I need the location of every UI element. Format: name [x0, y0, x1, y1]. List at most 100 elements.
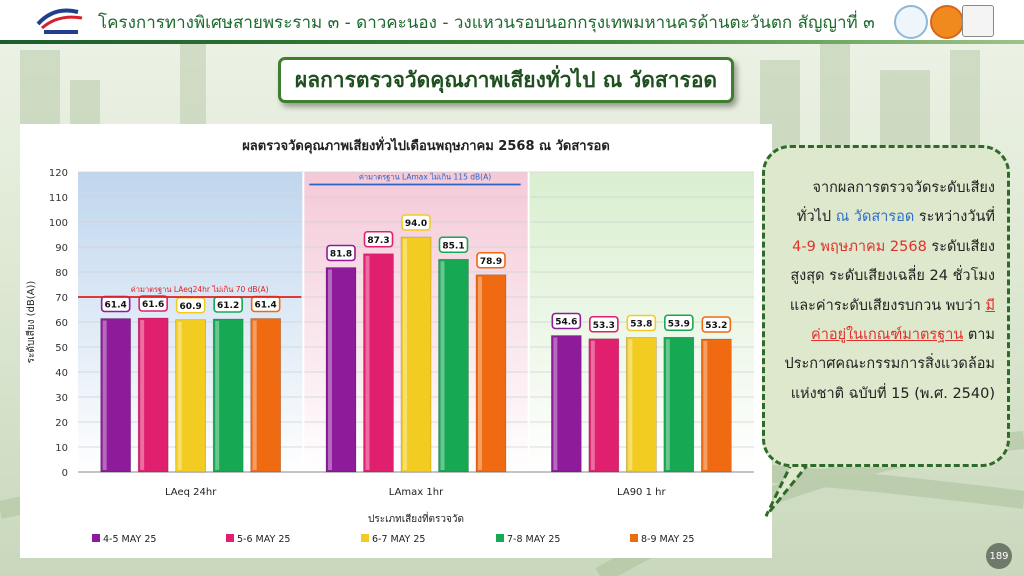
- bar-highlight: [102, 320, 107, 470]
- project-title: โครงการทางพิเศษสายพระราม ๓ - ดาวคะนอง - …: [98, 13, 875, 33]
- legend-swatch: [226, 534, 234, 542]
- callout-location: ณ วัดสารอด: [835, 209, 915, 226]
- callout-text-2: ระหว่างวันที่: [914, 209, 995, 226]
- bar-2-1: [588, 338, 620, 473]
- data-label: 94.0: [405, 219, 427, 229]
- page-number: 189: [986, 543, 1012, 569]
- bar-2-0: [551, 335, 582, 473]
- data-label-box: [551, 312, 582, 330]
- bar-highlight: [440, 261, 445, 470]
- bar-highlight: [365, 255, 370, 470]
- bar-highlight: [403, 239, 407, 470]
- y-tick-label: 120: [49, 168, 68, 179]
- bar-highlight: [590, 340, 595, 470]
- data-label-box: [363, 230, 394, 248]
- data-label: 53.3: [593, 321, 615, 331]
- legend-swatch: [361, 534, 369, 542]
- bar-highlight: [478, 276, 482, 470]
- y-tick-label: 10: [55, 443, 68, 454]
- bar-0-2: [175, 319, 206, 473]
- data-label-box: [401, 214, 431, 231]
- data-label-box: [476, 251, 506, 269]
- data-label-box: [664, 314, 694, 332]
- chart-title: ผลตรวจวัดคุณภาพเสียงทั่วไปเดือนพฤษภาคม 2…: [242, 136, 610, 154]
- partner-logo-icon: [930, 5, 964, 39]
- chart-panel: ผลตรวจวัดคุณภาพเสียงทั่วไปเดือนพฤษภาคม 2…: [20, 124, 772, 558]
- callout-text-4: ตามประกาศคณะกรรมการสิ่งแวดล้อมแห่งชาติ ฉ…: [784, 327, 995, 402]
- standard-label: ค่ามาตรฐาน LAeq24hr ไม่เกิน 70 dB(A): [131, 285, 269, 294]
- bar-1-3: [438, 258, 469, 473]
- partner-seal-icon: [894, 5, 928, 39]
- building-emblem-icon: [962, 5, 994, 37]
- bar-highlight: [328, 269, 332, 470]
- bar-0-3: [212, 318, 244, 473]
- x-tick-label: LAeq 24hr: [165, 487, 217, 498]
- data-label: 61.4: [255, 301, 277, 311]
- bar-highlight: [140, 320, 145, 470]
- bar-2-3: [663, 336, 695, 473]
- data-label: 78.9: [480, 257, 502, 267]
- data-label-box: [326, 244, 356, 262]
- legend-label: 5-6 MAY 25: [237, 534, 290, 545]
- callout-date-range: 4-9 พฤษภาคม 2568: [792, 238, 927, 255]
- header-divider: [0, 40, 1024, 44]
- header-bar: โครงการทางพิเศษสายพระราม ๓ - ดาวคะนอง - …: [0, 0, 1024, 40]
- y-tick-label: 50: [55, 343, 68, 354]
- bar-highlight: [553, 337, 558, 470]
- data-label: 61.4: [105, 301, 127, 311]
- data-label: 60.9: [180, 302, 202, 312]
- bar-1-2: [400, 236, 432, 473]
- data-label-box: [626, 314, 657, 332]
- data-label-box: [438, 236, 469, 254]
- bar-0-4: [250, 318, 281, 473]
- data-label: 54.6: [555, 318, 577, 328]
- y-axis-label: ระดับเสียง (dB(A)): [25, 281, 37, 364]
- y-tick-label: 60: [55, 318, 68, 329]
- legend-swatch: [92, 534, 100, 542]
- y-tick-label: 20: [55, 418, 68, 429]
- data-label-box: [701, 316, 732, 333]
- data-label: 53.2: [705, 321, 727, 331]
- bar-highlight: [215, 321, 220, 470]
- bar-1-4: [475, 274, 507, 473]
- legend-label: 8-9 MAY 25: [641, 534, 694, 545]
- data-label: 61.2: [217, 301, 239, 311]
- slide-title: ผลการตรวจวัดคุณภาพเสียงทั่วไป ณ วัดสารอด: [278, 57, 734, 103]
- y-tick-label: 110: [49, 193, 68, 204]
- data-label: 53.8: [630, 320, 652, 330]
- data-label: 81.8: [330, 250, 352, 260]
- summary-callout: จากผลการตรวจวัดระดับเสียงทั่วไป ณ วัดสาร…: [762, 145, 1010, 467]
- callout-verdict: มีค่าอยู่ในเกณฑ์มาตรฐาน: [811, 297, 995, 344]
- legend-label: 7-8 MAY 25: [507, 534, 560, 545]
- noise-level-bar-chart: ผลตรวจวัดคุณภาพเสียงทั่วไปเดือนพฤษภาคม 2…: [25, 136, 754, 545]
- x-tick-label: LAmax 1hr: [389, 487, 444, 498]
- bar-0-0: [100, 318, 131, 473]
- data-label-box: [589, 315, 619, 333]
- bar-highlight: [665, 339, 670, 470]
- bar-2-4: [701, 338, 732, 473]
- data-label: 85.1: [442, 241, 464, 251]
- data-label: 61.6: [142, 300, 164, 310]
- y-tick-label: 0: [62, 468, 68, 479]
- x-tick-label: LA90 1 hr: [617, 487, 666, 498]
- legend-label: 6-7 MAY 25: [372, 534, 425, 545]
- data-label-box: [138, 295, 168, 312]
- exat-logo-icon: [36, 8, 83, 34]
- bar-highlight: [703, 341, 708, 470]
- data-label: 87.3: [367, 236, 389, 246]
- bar-highlight: [252, 320, 257, 470]
- y-tick-label: 30: [55, 393, 68, 404]
- y-tick-label: 100: [49, 218, 68, 229]
- y-tick-label: 90: [55, 243, 68, 254]
- data-label: 53.9: [668, 319, 690, 329]
- y-tick-label: 40: [55, 368, 68, 379]
- callout-text-1: จากผลการตรวจวัดระดับเสียงทั่วไป: [796, 180, 995, 226]
- bar-1-0: [325, 267, 357, 473]
- y-tick-label: 80: [55, 268, 68, 279]
- bar-highlight: [177, 321, 182, 470]
- legend-swatch: [496, 534, 504, 542]
- bar-2-2: [626, 337, 657, 473]
- bar-1-1: [363, 253, 394, 473]
- legend-swatch: [630, 534, 638, 542]
- standard-label: ค่ามาตรฐาน LAmax ไม่เกิน 115 dB(A): [359, 173, 491, 182]
